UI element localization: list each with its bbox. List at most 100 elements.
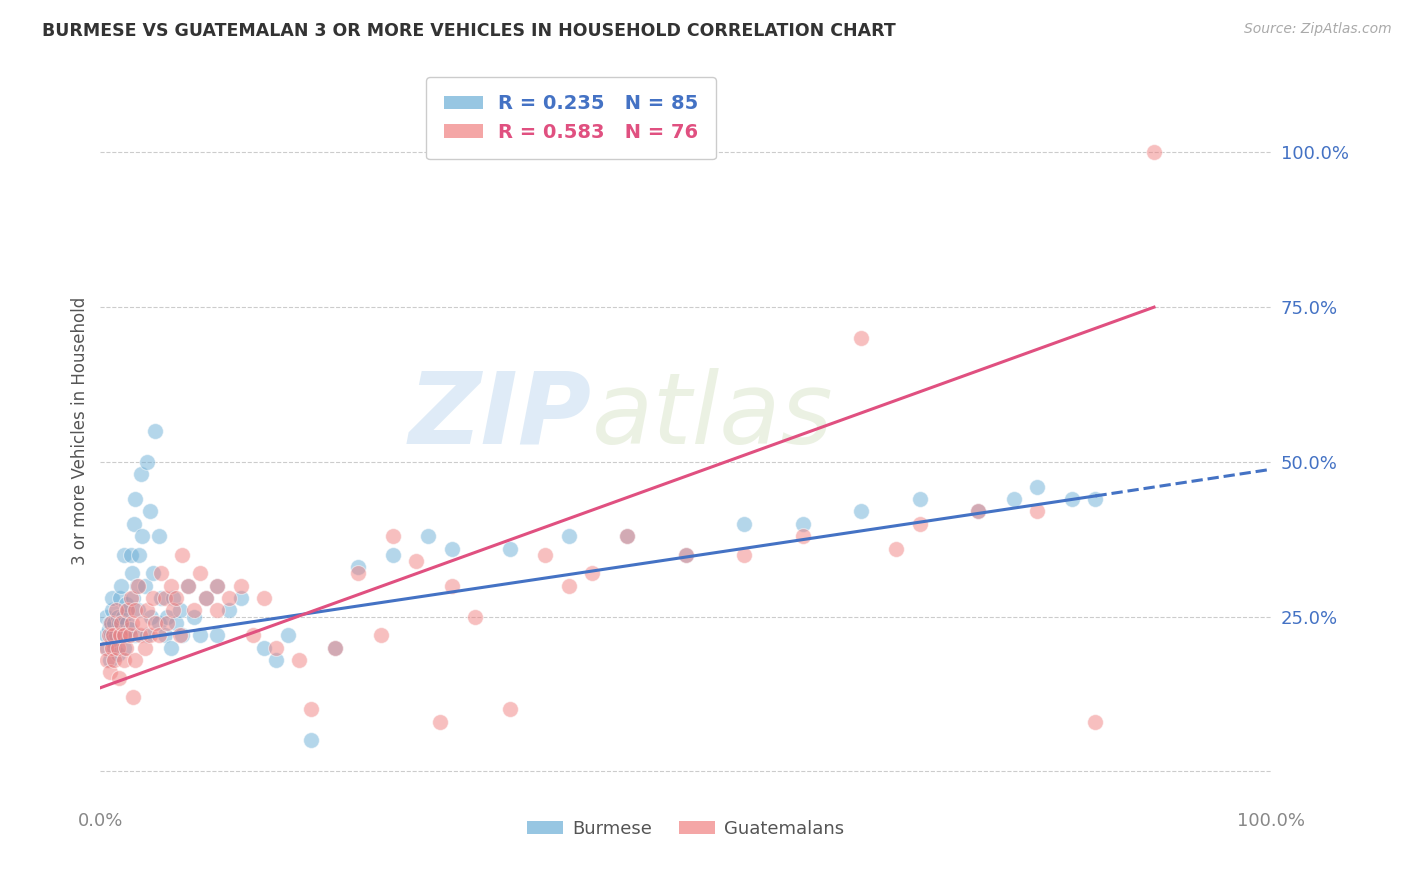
Point [110, 591, 132, 605]
Point [218, 591, 240, 605]
Point [100, 628, 122, 642]
Text: atlas: atlas [592, 368, 834, 465]
Point [440, 579, 463, 593]
Point [162, 603, 184, 617]
Point [1143, 145, 1166, 160]
Point [103, 628, 125, 642]
Point [886, 541, 908, 556]
Point [499, 541, 522, 556]
Point [150, 591, 173, 605]
Point [96, 640, 118, 655]
Point [131, 467, 153, 482]
Point [165, 615, 187, 630]
Point [110, 628, 132, 642]
Point [101, 603, 124, 617]
Point [142, 566, 165, 581]
Text: Source: ZipAtlas.com: Source: ZipAtlas.com [1244, 22, 1392, 37]
Point [616, 529, 638, 543]
Point [112, 548, 135, 562]
Point [97, 628, 120, 642]
Point [124, 603, 146, 617]
Point [101, 634, 124, 648]
Point [124, 653, 146, 667]
Point [118, 628, 141, 642]
Text: ZIP: ZIP [409, 368, 592, 465]
Point [120, 548, 142, 562]
Point [117, 603, 139, 617]
Point [229, 579, 252, 593]
Point [162, 591, 184, 605]
Point [104, 603, 127, 617]
Point [118, 622, 141, 636]
Point [792, 516, 814, 531]
Point [96, 609, 118, 624]
Point [382, 529, 405, 543]
Point [1026, 504, 1049, 518]
Point [851, 331, 873, 345]
Point [194, 591, 217, 605]
Point [124, 491, 146, 506]
Point [98, 653, 121, 667]
Point [253, 591, 276, 605]
Point [136, 628, 159, 642]
Point [156, 615, 179, 630]
Point [134, 640, 156, 655]
Point [370, 628, 392, 642]
Point [129, 628, 152, 642]
Point [148, 615, 170, 630]
Point [464, 609, 486, 624]
Point [177, 579, 200, 593]
Point [136, 455, 159, 469]
Point [733, 516, 755, 531]
Point [107, 647, 129, 661]
Point [188, 566, 211, 581]
Point [153, 591, 176, 605]
Point [104, 628, 127, 642]
Point [229, 591, 252, 605]
Point [194, 591, 217, 605]
Point [117, 615, 139, 630]
Point [440, 541, 463, 556]
Point [183, 609, 205, 624]
Point [122, 690, 145, 704]
Point [207, 579, 229, 593]
Point [117, 603, 139, 617]
Point [183, 603, 205, 617]
Point [112, 640, 135, 655]
Point [1060, 491, 1083, 506]
Point [616, 529, 638, 543]
Legend: Burmese, Guatemalans: Burmese, Guatemalans [520, 813, 852, 846]
Point [264, 640, 287, 655]
Point [97, 622, 120, 636]
Point [534, 548, 557, 562]
Point [138, 628, 160, 642]
Point [112, 628, 135, 642]
Point [96, 628, 118, 642]
Point [128, 548, 150, 562]
Point [145, 615, 167, 630]
Text: BURMESE VS GUATEMALAN 3 OR MORE VEHICLES IN HOUSEHOLD CORRELATION CHART: BURMESE VS GUATEMALAN 3 OR MORE VEHICLES… [42, 22, 896, 40]
Point [101, 640, 124, 655]
Point [110, 615, 132, 630]
Point [156, 609, 179, 624]
Point [299, 733, 322, 747]
Point [103, 640, 125, 655]
Point [908, 516, 931, 531]
Point [115, 640, 138, 655]
Point [242, 628, 264, 642]
Point [499, 702, 522, 716]
Point [675, 548, 697, 562]
Point [98, 615, 121, 630]
Point [108, 615, 131, 630]
Point [136, 603, 159, 617]
Point [169, 603, 191, 617]
Point [139, 609, 162, 624]
Point [347, 566, 370, 581]
Point [100, 615, 122, 630]
Point [127, 603, 149, 617]
Point [169, 628, 191, 642]
Point [101, 591, 124, 605]
Point [347, 560, 370, 574]
Point [108, 672, 131, 686]
Point [122, 591, 145, 605]
